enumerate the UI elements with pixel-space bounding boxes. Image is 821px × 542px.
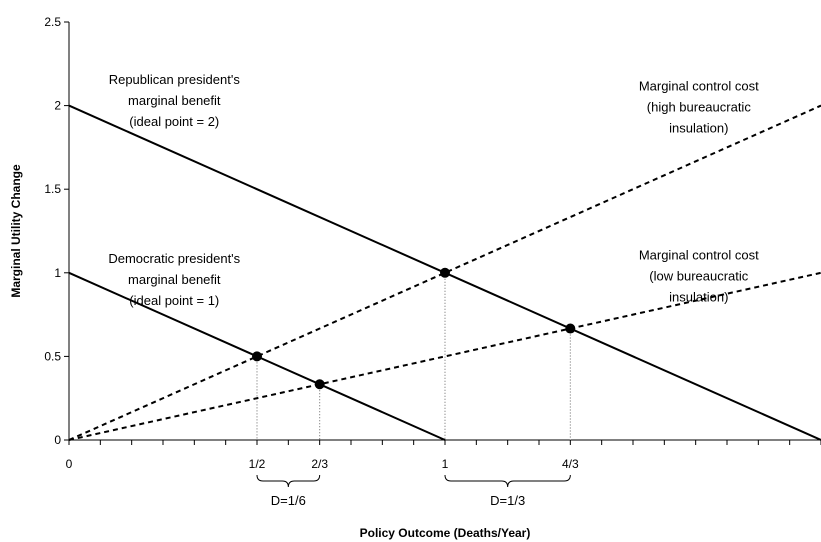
series-annotation: (ideal point = 2) [129, 114, 219, 129]
y-axis-title: Marginal Utility Change [9, 164, 23, 298]
x-tick-label: 2/3 [311, 457, 328, 471]
intersection-point [314, 379, 325, 390]
y-tick-label: 1 [54, 266, 61, 280]
series-annotation: (ideal point = 1) [129, 293, 219, 308]
y-tick-label: 2 [54, 99, 61, 113]
series-annotation: Marginal control cost [639, 79, 759, 94]
intersection-point [440, 267, 450, 278]
intersection-point [565, 323, 576, 334]
y-tick-label: 0.5 [44, 349, 61, 363]
x-tick-label: 1 [442, 457, 449, 471]
series-line-4 [68, 271, 821, 441]
y-tick-label: 0 [54, 433, 61, 447]
x-tick-label: 1/2 [249, 457, 266, 471]
series-annotation: marginal benefit [128, 93, 221, 108]
intersection-point [252, 351, 262, 362]
series-annotation: (low bureaucratic [649, 268, 748, 283]
series-line-3 [68, 104, 821, 441]
series-annotation: Republican president's [109, 72, 241, 87]
x-tick-label: 4/3 [562, 457, 579, 471]
series-annotation: (high bureaucratic [647, 100, 752, 115]
series-annotation: insulation) [669, 121, 728, 136]
difference-label: D=1/6 [271, 493, 306, 508]
y-tick-label: 2.5 [44, 15, 61, 29]
difference-label: D=1/3 [490, 493, 525, 508]
series-annotation: Democratic president's [108, 251, 240, 266]
difference-brace [256, 474, 321, 488]
series-annotation: marginal benefit [128, 272, 221, 287]
y-tick-label: 1.5 [44, 182, 61, 196]
difference-brace [444, 474, 571, 488]
series-annotation: Marginal control cost [639, 247, 759, 262]
x-tick-label: 0 [66, 457, 73, 471]
series-annotation: insulation) [669, 289, 728, 304]
x-axis-title: Policy Outcome (Deaths/Year) [360, 526, 531, 540]
